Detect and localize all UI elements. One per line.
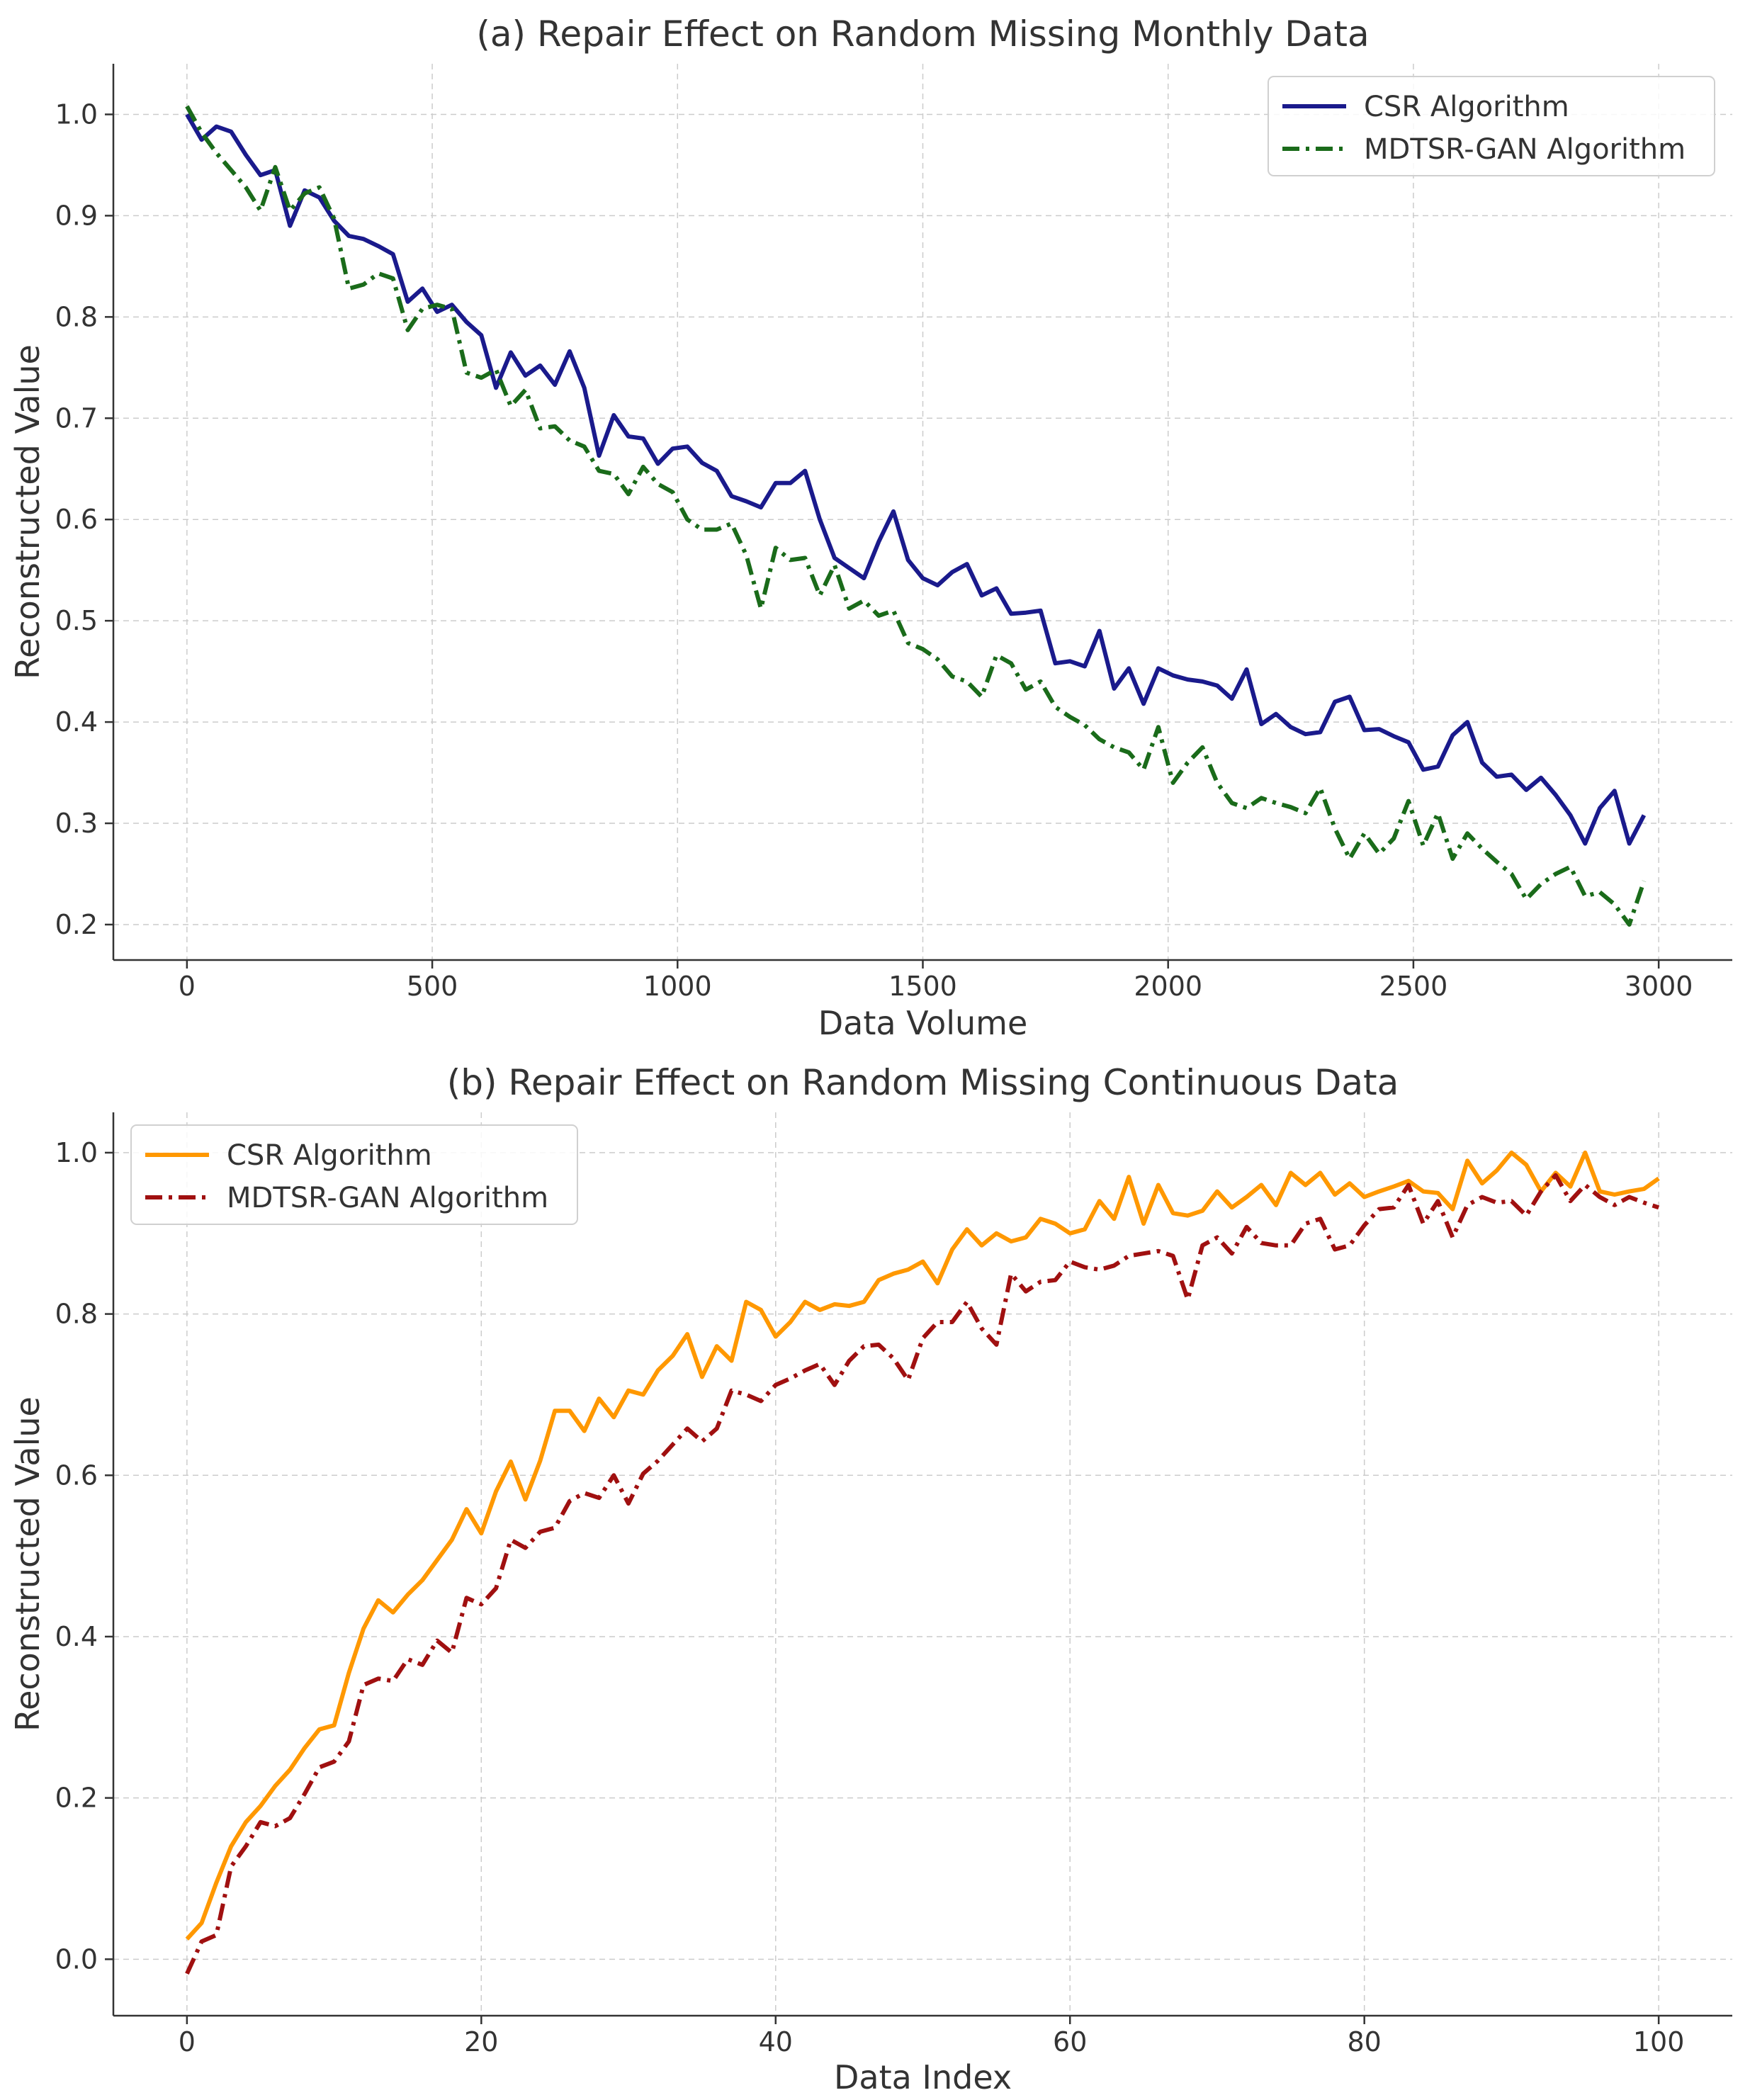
legend-label: CSR Algorithm bbox=[227, 1139, 432, 1172]
series-line-mdtsr-gan-algorithm bbox=[185, 105, 1647, 927]
x-tick-label: 100 bbox=[1633, 2026, 1685, 2057]
y-tick-label: 0.7 bbox=[55, 402, 98, 434]
x-tick-label: 20 bbox=[464, 2026, 498, 2057]
y-tick-label: 0.8 bbox=[55, 1299, 98, 1330]
x-axis-label: Data Volume bbox=[818, 1004, 1028, 1042]
legend: CSR Algorithm MDTSR-GAN Algorithm bbox=[1268, 76, 1715, 176]
x-tick-label: 1000 bbox=[643, 971, 712, 1002]
y-tick-label: 0.0 bbox=[55, 1943, 98, 1975]
grid bbox=[113, 1112, 1732, 2016]
x-tick-label: 0 bbox=[179, 971, 196, 1002]
chart-title: (a) Repair Effect on Random Missing Mont… bbox=[476, 13, 1369, 55]
x-tick-label: 40 bbox=[759, 2026, 793, 2057]
x-tick-label: 2000 bbox=[1134, 971, 1202, 1002]
y-tick-label: 0.6 bbox=[55, 504, 98, 535]
y-axis-label: Reconstructed Value bbox=[9, 344, 47, 679]
y-tick-label: 0.2 bbox=[55, 1783, 98, 1814]
series-line-mdtsr-gan-algorithm bbox=[185, 1173, 1660, 1975]
legend-box bbox=[130, 1124, 578, 1225]
legend-label: MDTSR-GAN Algorithm bbox=[227, 1182, 548, 1214]
y-tick-label: 0.5 bbox=[55, 605, 98, 636]
grid bbox=[113, 64, 1732, 960]
y-tick-label: 0.9 bbox=[55, 200, 98, 231]
x-tick-label: 1500 bbox=[888, 971, 957, 1002]
y-tick-label: 0.2 bbox=[55, 909, 98, 940]
x-tick-label: 2500 bbox=[1379, 971, 1448, 1002]
x-tick-label: 80 bbox=[1348, 2026, 1382, 2057]
x-axis-label: Data Index bbox=[834, 2058, 1012, 2096]
legend-label: MDTSR-GAN Algorithm bbox=[1364, 133, 1686, 166]
x-tick-label: 60 bbox=[1053, 2026, 1087, 2057]
x-tick-label: 500 bbox=[407, 971, 458, 1002]
legend-box bbox=[1268, 76, 1715, 176]
y-tick-label: 1.0 bbox=[55, 98, 98, 130]
legend-label: CSR Algorithm bbox=[1364, 91, 1569, 123]
series-line-csr-algorithm bbox=[185, 113, 1647, 846]
y-tick-label: 0.3 bbox=[55, 808, 98, 839]
chart-panel-1: 0 20 40 60 80 100 0.0 0.2 0.4 0.6 0.8 1.0 (b) Repair… bbox=[9, 1062, 1732, 2096]
y-tick-label: 0.6 bbox=[55, 1460, 98, 1491]
x-tick-label: 0 bbox=[179, 2026, 196, 2057]
y-tick-label: 1.0 bbox=[55, 1137, 98, 1168]
chart-panel-0: 0 500 1000 1500 2000 2500 3000 0.2 0.3 0.4 0.5 0.6 0… bbox=[9, 13, 1732, 1042]
chart-title: (b) Repair Effect on Random Missing Cont… bbox=[447, 1062, 1399, 1103]
legend: CSR Algorithm MDTSR-GAN Algorithm bbox=[130, 1124, 578, 1225]
y-axis-label: Reconstructed Value bbox=[9, 1396, 47, 1732]
series-line-csr-algorithm bbox=[185, 1150, 1660, 1941]
y-tick-label: 0.4 bbox=[55, 706, 98, 738]
y-tick-label: 0.4 bbox=[55, 1621, 98, 1652]
y-tick-label: 0.8 bbox=[55, 301, 98, 332]
x-tick-label: 3000 bbox=[1625, 971, 1693, 1002]
